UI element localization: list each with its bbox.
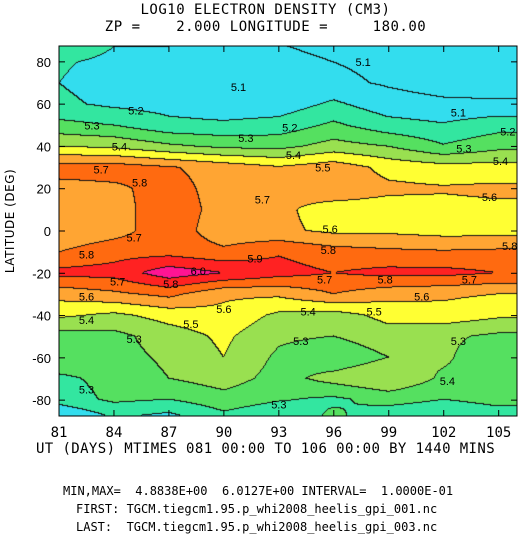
x-tick-label: 105 <box>486 425 511 441</box>
contour-label: 5.2 <box>282 122 297 134</box>
contour-label: 5.8 <box>502 241 517 253</box>
contour-label: 5.4 <box>493 156 508 168</box>
x-tick-label: 102 <box>431 425 456 441</box>
contour-label: 5.8 <box>79 249 94 261</box>
contour-label: 5.6 <box>216 304 231 316</box>
contour-label: 5.8 <box>132 177 147 189</box>
y-tick-label: 80 <box>37 55 51 70</box>
contour-label: 5.6 <box>79 292 94 304</box>
chart-title: LOG10 ELECTRON DENSITY (CM3) <box>140 2 391 18</box>
contour-label: 5.3 <box>79 385 94 397</box>
contour-label: 5.3 <box>238 133 253 145</box>
y-tick-label: 20 <box>37 182 51 197</box>
contour-label: 5.8 <box>377 275 392 287</box>
contour-label: 5.6 <box>482 192 497 204</box>
contour-label: 5.5 <box>183 319 198 331</box>
x-tick-label: 84 <box>106 425 123 441</box>
contour-label: 5.8 <box>321 245 336 257</box>
contour-label: 5.7 <box>462 275 477 287</box>
x-tick-label: 90 <box>215 425 232 441</box>
contour-label: 5.4 <box>440 376 455 388</box>
contour-label: 6.0 <box>191 266 206 278</box>
contour-label: 5.8 <box>163 279 178 291</box>
contour-label: 5.2 <box>500 127 515 139</box>
chart-subtitle: ZP = 2.000 LONGITUDE = 180.00 <box>104 19 427 35</box>
contour-label: 5.4 <box>112 141 127 153</box>
contour-label: 5.3 <box>456 144 471 156</box>
footer-first-file: FIRST: TGCM.tiegcm1.95.p_whi2008_heelis_… <box>76 502 438 516</box>
y-tick-label: -20 <box>32 266 51 281</box>
x-tick-label: 93 <box>270 425 287 441</box>
contour-label: 5.3 <box>126 334 141 346</box>
contour-label: 5.2 <box>128 105 143 117</box>
contour-label: 5.1 <box>355 57 370 69</box>
contour-label: 5.5 <box>366 306 381 318</box>
x-tick-label: 81 <box>51 425 68 441</box>
contour-fill <box>59 46 517 416</box>
x-axis-label: UT (DAYS) MTIMES 081 00:00 TO 106 00:00 … <box>35 441 496 457</box>
contour-label: 5.4 <box>286 150 301 162</box>
contour-label: 5.7 <box>317 275 332 287</box>
x-tick-label: 87 <box>160 425 177 441</box>
contour-label: 5.1 <box>231 82 246 94</box>
contour-label: 5.3 <box>271 399 286 411</box>
y-axis-label: LATITUDE (DEG) <box>3 168 17 274</box>
footer-minmax: MIN,MAX= 4.8838E+00 6.0127E+00 INTERVAL=… <box>63 484 454 498</box>
footer-last-file: LAST: TGCM.tiegcm1.95.p_whi2008_heelis_g… <box>76 520 438 534</box>
contour-label: 5.4 <box>79 315 94 327</box>
y-tick-label: 40 <box>37 139 51 154</box>
contour-label: 5.7 <box>126 232 141 244</box>
y-tick-label: -80 <box>32 393 51 408</box>
y-tick-label: 0 <box>44 224 51 239</box>
contour-label: 5.1 <box>451 108 466 120</box>
contour-label: 5.6 <box>322 224 337 236</box>
contour-label: 5.3 <box>84 120 99 132</box>
y-tick-label: -40 <box>32 309 51 324</box>
y-tick-label: -60 <box>32 351 51 366</box>
contour-label: 5.7 <box>255 194 270 206</box>
y-tick-label: 60 <box>37 97 51 112</box>
contour-label: 5.7 <box>110 277 125 289</box>
x-tick-label: 99 <box>380 425 397 441</box>
x-tick-label: 96 <box>325 425 342 441</box>
contour-label: 5.4 <box>301 306 316 318</box>
contour-label: 5.7 <box>93 165 108 177</box>
contour-label: 5.3 <box>293 336 308 348</box>
contour-label: 5.3 <box>451 336 466 348</box>
contour-label: 5.6 <box>414 292 429 304</box>
contour-label: 5.5 <box>315 163 330 175</box>
contour-label: 5.9 <box>247 253 262 265</box>
